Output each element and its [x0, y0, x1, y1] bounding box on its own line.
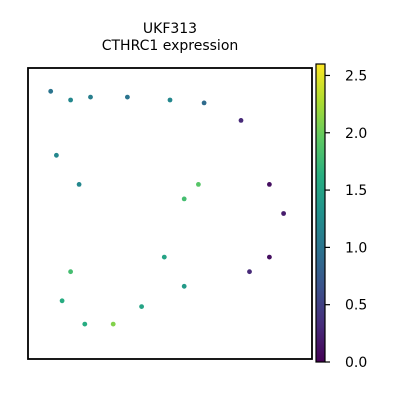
expression-spot [82, 322, 87, 327]
expression-spot [111, 322, 116, 327]
expression-spot [68, 98, 73, 103]
expression-spot [125, 95, 130, 100]
colorbar-tick-label: 0.0 [345, 355, 367, 371]
expression-spot [281, 211, 286, 216]
colorbar-tick-label: 2.0 [345, 126, 367, 142]
expression-spot [54, 153, 59, 158]
chart-title: UKF313 [143, 21, 197, 37]
expression-spot [182, 197, 187, 202]
expression-spot [88, 95, 93, 100]
expression-spot [48, 89, 53, 94]
colorbar-tick-label: 0.5 [345, 298, 367, 314]
colorbar [316, 64, 325, 362]
chart-subtitle: CTHRC1 expression [102, 38, 239, 54]
expression-spot [60, 298, 65, 303]
expression-spot [162, 255, 167, 260]
expression-spot [267, 255, 272, 260]
colorbar-tick-label: 1.5 [345, 183, 367, 199]
expression-spot [239, 118, 244, 123]
expression-spot [267, 182, 272, 187]
expression-spot [68, 269, 73, 274]
expression-spot [247, 269, 252, 274]
colorbar-tick-label: 2.5 [345, 68, 367, 84]
expression-spot [139, 304, 144, 309]
expression-spot [182, 284, 187, 289]
expression-spot [168, 98, 173, 103]
colorbar-tick-label: 1.0 [345, 240, 367, 256]
plot-frame [28, 68, 312, 359]
expression-spot [196, 182, 201, 187]
expression-spot [202, 101, 207, 106]
colorbar-axis: 0.0 0.5 1.0 1.5 2.0 2.5 [325, 68, 367, 371]
spot-layer [48, 89, 286, 327]
expression-spot [77, 182, 82, 187]
